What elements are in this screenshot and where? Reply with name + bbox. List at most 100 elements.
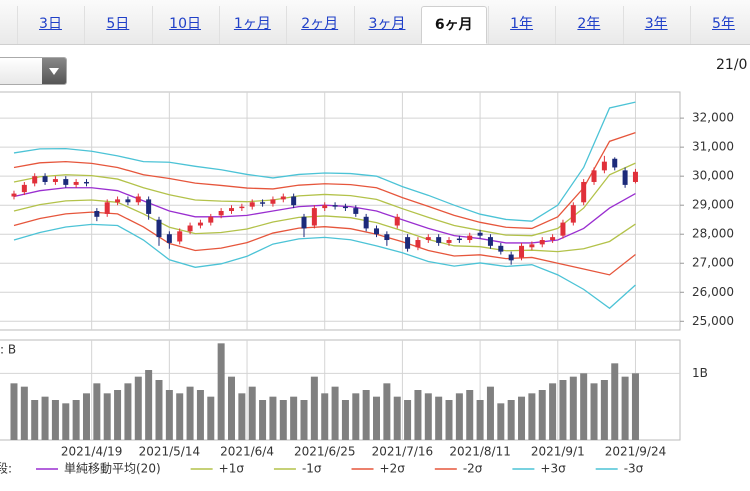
volume-bar — [31, 400, 39, 440]
candle-body — [73, 181, 79, 185]
candle-body — [260, 202, 266, 204]
volume-bar — [290, 396, 298, 440]
candle-body — [166, 234, 172, 243]
volume-bar — [228, 376, 236, 440]
volume-bar — [20, 386, 28, 440]
y-tick-label: 32,000 — [692, 111, 734, 125]
y-tick-label: 30,000 — [692, 169, 734, 183]
range-label: 21/0 — [716, 57, 748, 73]
volume-bar — [373, 396, 381, 440]
volume-bar — [341, 400, 349, 440]
volume-bar — [207, 396, 215, 440]
period-tab[interactable]: 10日 — [151, 6, 218, 44]
volume-tick-label: 1B — [692, 366, 708, 380]
band-line — [13, 223, 636, 310]
period-tab[interactable]: 2年 — [555, 6, 621, 44]
volume-bar — [279, 400, 287, 440]
volume-bar — [51, 400, 59, 440]
volume-bar — [631, 373, 639, 440]
candle-body — [208, 216, 214, 223]
candle-body — [104, 202, 110, 214]
candle-body — [301, 216, 307, 229]
volume-bar — [600, 380, 608, 440]
volume-bar — [559, 380, 567, 440]
candle-body — [581, 181, 587, 203]
candle-body — [487, 237, 493, 246]
volume-bar — [331, 386, 339, 440]
volume-bar — [528, 393, 536, 440]
band-line — [13, 132, 636, 230]
volume-panel-frame — [0, 339, 681, 441]
volume-bar — [238, 393, 246, 440]
volume-bar — [590, 383, 598, 440]
candle-body — [560, 222, 566, 236]
candle-body — [83, 181, 89, 184]
volume-bar — [217, 343, 225, 440]
volume-bar — [186, 386, 194, 440]
volume-bar — [165, 390, 173, 440]
period-tab[interactable]: 3ヶ月 — [353, 6, 420, 44]
volume-bar — [424, 393, 432, 440]
legend-label: +3σ — [540, 462, 566, 476]
candle-body — [146, 199, 152, 214]
volume-bar — [155, 380, 163, 440]
candle-body — [632, 171, 638, 182]
candle-body — [249, 202, 255, 207]
candle-body — [353, 208, 359, 214]
volume-bar — [435, 396, 443, 440]
volume-bar — [124, 383, 132, 440]
volume-bar — [93, 383, 101, 440]
volume-bar — [62, 403, 70, 440]
band-line — [13, 211, 636, 276]
candle-body — [322, 205, 328, 209]
x-tick-label: 2021/4/19 — [61, 445, 123, 459]
volume-bar — [476, 400, 484, 440]
volume-bar — [580, 373, 588, 440]
period-tab[interactable]: 5日 — [84, 6, 150, 44]
legend-title: 段: — [0, 461, 12, 476]
volume-bar — [569, 376, 577, 440]
volume-bar — [82, 393, 90, 440]
x-tick-label: 2021/7/16 — [372, 445, 434, 459]
period-tab[interactable]: 1ヶ月 — [218, 6, 285, 44]
candle-body — [394, 216, 400, 226]
volume-bar — [72, 400, 80, 440]
candle-body — [270, 199, 276, 204]
volume-bar — [176, 393, 184, 440]
volume-bar — [362, 390, 370, 440]
candle-body — [94, 211, 100, 217]
candle-body — [187, 225, 193, 232]
period-tab[interactable]: 2ヶ月 — [286, 6, 352, 44]
candle-body — [550, 237, 556, 241]
volume-bar — [321, 393, 329, 440]
candle-body — [239, 206, 245, 209]
period-tab[interactable]: 3日 — [17, 6, 83, 44]
chart-type-dropdown[interactable] — [0, 57, 67, 85]
x-tick-label: 2021/8/11 — [449, 445, 511, 459]
period-tab[interactable]: 3年 — [622, 6, 689, 44]
candle-body — [467, 235, 473, 241]
legend-label: +2σ — [380, 462, 406, 476]
candle-body — [529, 244, 535, 248]
candle-body — [342, 206, 348, 209]
period-tabs: 3日 5日 10日 1ヶ月 2ヶ月 3ヶ月 6ヶ月 1年 2年 3年 5年 — [0, 0, 750, 45]
volume-bar — [549, 383, 557, 440]
volume-bar — [404, 400, 412, 440]
x-tick-label: 2021/6/4 — [220, 445, 274, 459]
candle-body — [280, 196, 286, 200]
candle-body — [125, 199, 131, 203]
candle-body — [42, 176, 48, 182]
candle-body — [115, 199, 121, 203]
period-tab[interactable]: 6ヶ月 — [420, 6, 487, 44]
x-tick-label: 2021/9/24 — [605, 445, 667, 459]
candle-body — [519, 245, 525, 258]
legend-label: +1σ — [219, 462, 245, 476]
volume-bar — [114, 390, 122, 440]
volume-bar — [466, 390, 474, 440]
period-tab[interactable]: 1年 — [488, 6, 554, 44]
period-tab[interactable]: 5年 — [690, 6, 750, 44]
dropdown-button[interactable] — [42, 58, 66, 84]
volume-bar — [10, 383, 18, 440]
legend-label: -2σ — [463, 462, 483, 476]
